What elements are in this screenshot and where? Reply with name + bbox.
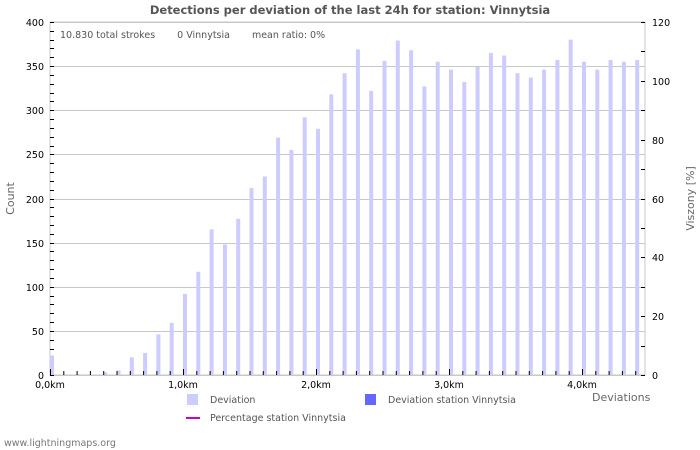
bar-deviation (103, 372, 108, 375)
bar-deviation (382, 60, 387, 376)
x-tick-label: 0,0km (35, 380, 65, 391)
bar-deviation (342, 73, 347, 375)
y-tick-label: 200 (26, 195, 44, 206)
y2-tick-label: 0 (652, 371, 658, 382)
legend-deviation-station: Deviation station Vinnytsia (388, 395, 516, 406)
bar-deviation (502, 55, 507, 375)
bar-deviation (129, 357, 134, 375)
bar-deviation (276, 137, 281, 375)
legend-deviation: Deviation (210, 395, 256, 406)
bar-deviation (222, 244, 227, 375)
bar-deviation (369, 90, 374, 376)
x-axis-title: Deviations (592, 391, 651, 404)
bar-deviation (262, 176, 267, 375)
bar-deviation (395, 40, 400, 375)
legend-swatch-deviation-station (365, 394, 376, 405)
bar-deviation (582, 61, 586, 376)
bar-deviation (329, 94, 334, 376)
mean-ratio: mean ratio: 0% (251, 30, 326, 41)
footer-link[interactable]: www.lightningmaps.org (4, 438, 116, 449)
bar-deviation (621, 61, 626, 376)
bar-deviation (462, 82, 467, 375)
bar-deviation (183, 293, 187, 375)
bar-deviation (196, 271, 201, 375)
bar-deviation (302, 117, 307, 375)
bar-deviation (209, 229, 214, 375)
bar-deviation (289, 149, 294, 375)
stats-info: 10.830 total strokes 0 Vinnytsia mean rati… (60, 30, 347, 41)
bar-deviation (316, 128, 320, 375)
y2-axis-title: Viszony [%] (684, 166, 697, 231)
bar-deviation (568, 39, 573, 376)
bar-deviation (595, 69, 600, 375)
y-axis-title: Count (4, 181, 17, 214)
y-tick-label: 50 (32, 327, 44, 338)
bar-deviation (449, 69, 453, 375)
bar-deviation (156, 334, 161, 375)
x-tick-label: 3,0km (434, 380, 464, 391)
bar-deviation (422, 86, 427, 376)
bar-deviation (555, 59, 560, 375)
y2-tick-label: 20 (652, 312, 664, 323)
y2-tick-label: 120 (652, 18, 670, 29)
bar-deviation (475, 67, 480, 375)
bar-deviation (169, 322, 174, 375)
y-tick-label: 100 (26, 283, 44, 294)
bar-deviation (409, 50, 414, 376)
y2-tick-label: 100 (652, 77, 670, 88)
bar-deviation (608, 59, 613, 375)
y-tick-label: 300 (26, 106, 44, 117)
chart-title: Detections per deviation of the last 24h… (149, 3, 551, 17)
x-tick-label: 4,0km (567, 380, 597, 391)
y2-tick-label: 40 (652, 253, 664, 264)
total-strokes: 10.830 total strokes (60, 30, 156, 41)
legend-line-percentage (186, 417, 200, 419)
bar-deviation (488, 52, 493, 375)
bar-deviation (528, 77, 533, 375)
y-tick-label: 150 (26, 239, 44, 250)
bar-deviation (635, 59, 640, 375)
bar-deviation (435, 61, 440, 376)
y2-tick-label: 60 (652, 195, 664, 206)
x-tick-label: 2,0km (301, 380, 331, 391)
y-tick-label: 400 (26, 18, 44, 29)
bar-deviation (249, 187, 254, 375)
bar-deviation (355, 49, 360, 376)
bar-deviation (143, 352, 148, 375)
bar-deviation (236, 218, 241, 375)
station-strokes: 0 Vinnytsia (177, 30, 230, 41)
x-tick-label: 1,0km (168, 380, 198, 391)
bar-deviation (515, 73, 520, 375)
legend-percentage-station: Percentage station Vinnytsia (210, 413, 346, 424)
bar-deviation (50, 355, 54, 375)
y2-tick-label: 80 (652, 136, 664, 147)
legend-swatch-deviation (187, 394, 198, 405)
y-tick-label: 350 (26, 62, 44, 73)
bar-deviation (542, 69, 547, 375)
y-tick-label: 250 (26, 150, 44, 161)
bar-deviation (116, 370, 121, 375)
bar-deviation (76, 374, 81, 375)
y-tick-label: 0 (38, 371, 44, 382)
